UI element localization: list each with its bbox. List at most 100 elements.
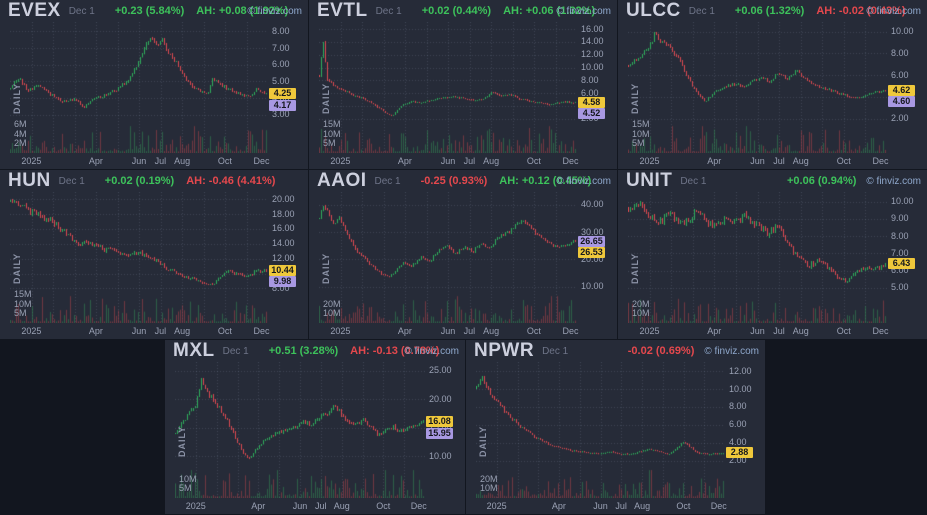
time-label: 2025 bbox=[21, 156, 42, 166]
time-axis-labels: 2025 Apr Jun Jul Aug Oct Dec bbox=[10, 155, 269, 168]
price-tick: 6.00 bbox=[581, 87, 599, 98]
time-label: Aug bbox=[483, 326, 500, 336]
time-label: Jul bbox=[154, 326, 167, 336]
timeframe-label: DAILY bbox=[12, 252, 22, 284]
finviz-link[interactable]: © finviz.com bbox=[556, 175, 611, 187]
time-label: Jun bbox=[131, 326, 147, 336]
price-badge-purple: 4.52 bbox=[578, 108, 605, 120]
price-chart[interactable]: DAILY 15M 10M 5M bbox=[319, 22, 577, 153]
price-badge-purple: 15.95 bbox=[426, 427, 453, 439]
volume-label: 10M bbox=[632, 308, 650, 318]
time-label: Dec bbox=[410, 501, 427, 511]
price-badge-purple: 4.60 bbox=[888, 96, 915, 108]
candlestick-canvas bbox=[319, 192, 577, 323]
price-axis: 20.0018.0016.0014.0012.0010.008.0010.449… bbox=[268, 192, 308, 323]
volume-label: 5M bbox=[179, 483, 192, 493]
time-label: Dec bbox=[253, 326, 270, 336]
timeframe-label: DAILY bbox=[321, 252, 331, 284]
candlestick-canvas bbox=[10, 192, 268, 323]
ticker-symbol[interactable]: HUN bbox=[8, 170, 51, 191]
ticker-symbol[interactable]: ULCC bbox=[626, 0, 681, 21]
price-badge-yellow: 10.44 bbox=[269, 264, 296, 276]
price-badge-yellow: 4.62 bbox=[888, 84, 915, 96]
time-label: Oct bbox=[217, 326, 232, 336]
price-chart[interactable]: DAILY 6M 4M 2M bbox=[10, 22, 268, 153]
chart-header: ULCC Dec 1 +0.06 (1.32%) AH: -0.02 (0.43… bbox=[626, 0, 921, 21]
afterhours-value: AH: -0.02 (0.43%) bbox=[816, 5, 906, 17]
time-label: Aug bbox=[792, 326, 809, 336]
price-tick: 15.00 bbox=[429, 423, 452, 432]
price-chart[interactable]: DAILY 15M 10M 5M bbox=[628, 22, 887, 153]
price-tick: 18.00 bbox=[272, 208, 295, 219]
ticker-symbol[interactable]: UNIT bbox=[626, 170, 673, 191]
price-tick: 10.00 bbox=[729, 383, 752, 394]
time-label: Aug bbox=[333, 501, 350, 511]
time-axis-labels: 2025 Apr Jun Jul Aug Oct Dec bbox=[175, 500, 427, 513]
price-tick: 14.00 bbox=[581, 36, 604, 47]
finviz-link[interactable]: © finviz.com bbox=[404, 345, 459, 357]
price-badge-yellow: 26.53 bbox=[578, 247, 605, 259]
finviz-link[interactable]: © finviz.com bbox=[866, 175, 921, 187]
time-label: Aug bbox=[792, 156, 809, 166]
time-label: Oct bbox=[217, 156, 232, 166]
price-chart[interactable]: DAILY 20M 10M bbox=[628, 192, 887, 323]
price-tick: 8.00 bbox=[272, 282, 290, 293]
price-tick: 10.00 bbox=[891, 26, 914, 37]
timeframe-label: DAILY bbox=[177, 426, 187, 458]
ticker-symbol[interactable]: NPWR bbox=[474, 340, 535, 361]
ticker-symbol[interactable]: AAOI bbox=[317, 170, 367, 191]
change-value: +0.06 (1.32%) bbox=[734, 5, 805, 17]
time-label: Aug bbox=[174, 326, 191, 336]
time-axis-labels: 2025 Apr Jun Jul Aug Oct Dec bbox=[10, 325, 270, 338]
price-chart[interactable]: DAILY 20M 10M bbox=[476, 362, 725, 498]
volume-label: 10M bbox=[480, 483, 498, 493]
time-axis-labels: 2025 Apr Jun Jul Aug Oct Dec bbox=[628, 155, 888, 168]
price-chart[interactable]: DAILY 20M 10M bbox=[319, 192, 577, 323]
finviz-link[interactable]: © finviz.com bbox=[247, 5, 302, 17]
chart-header: MXL Dec 1 +0.51 (3.28%) AH: -0.13 (0.78%… bbox=[173, 340, 459, 361]
finviz-link[interactable]: © finviz.com bbox=[704, 345, 759, 357]
ticker-symbol[interactable]: MXL bbox=[173, 340, 215, 361]
time-label: Jun bbox=[440, 156, 456, 166]
time-label: Jul bbox=[463, 156, 476, 166]
change-group: +0.06 (0.94%) bbox=[726, 175, 856, 187]
timeframe-label: DAILY bbox=[630, 82, 640, 114]
chart-header: HUN Dec 1 +0.02 (0.19%) AH: -0.46 (4.41%… bbox=[8, 170, 302, 191]
price-axis: 12.00 10.00 8.00 6.00 4.00 2.00 2.88 bbox=[725, 362, 765, 498]
volume-label: 10M bbox=[14, 298, 32, 309]
price-badge-yellow: 4.58 bbox=[578, 96, 605, 108]
price-tick: 9.00 bbox=[891, 213, 909, 224]
price-tick: 25.00 bbox=[429, 365, 452, 376]
volume-label: 15M bbox=[323, 119, 341, 129]
time-label: Dec bbox=[562, 156, 579, 166]
price-tick: 16.00 bbox=[272, 223, 295, 234]
chart-header: EVEX Dec 1 +0.23 (5.84%) AH: +0.08 (1.92… bbox=[8, 0, 302, 21]
price-chart[interactable]: DAILY 15M 10M 5M bbox=[10, 192, 268, 323]
time-label: Jul bbox=[463, 326, 476, 336]
price-tick: 6.00 bbox=[891, 69, 909, 80]
time-label: Jul bbox=[154, 156, 167, 166]
price-badge-purple: 9.98 bbox=[269, 276, 296, 288]
timeframe-label: DAILY bbox=[12, 82, 22, 114]
time-label: 2025 bbox=[21, 326, 42, 336]
chart-panel-mxl: MXL Dec 1 +0.51 (3.28%) AH: -0.13 (0.78%… bbox=[165, 340, 465, 514]
ticker-symbol[interactable]: EVEX bbox=[8, 0, 61, 21]
time-label: Oct bbox=[836, 156, 851, 166]
price-tick: 6.00 bbox=[272, 59, 290, 70]
time-label: Oct bbox=[526, 326, 541, 336]
price-chart[interactable]: DAILY 10M 5M bbox=[175, 362, 425, 498]
price-tick: 3.00 bbox=[272, 109, 290, 120]
ticker-symbol[interactable]: EVTL bbox=[317, 0, 368, 21]
chart-panel-npwr: NPWR Dec 1 -0.02 (0.69%) © finviz.com DA… bbox=[466, 340, 765, 514]
finviz-link[interactable]: © finviz.com bbox=[866, 5, 921, 17]
price-tick: 8.00 bbox=[272, 25, 290, 36]
finviz-link[interactable]: © finviz.com bbox=[556, 5, 611, 17]
price-tick: 5.00 bbox=[272, 75, 290, 86]
change-value: +0.02 (0.19%) bbox=[104, 175, 175, 187]
time-label: Jul bbox=[615, 501, 627, 511]
price-axis: 10.00 9.00 8.00 7.00 6.00 5.00 6.43 bbox=[887, 192, 927, 323]
time-label: Jul bbox=[773, 326, 785, 336]
price-tick: 12.00 bbox=[272, 253, 295, 264]
price-tick: 10.00 bbox=[429, 450, 452, 461]
time-label: Jun bbox=[292, 501, 308, 511]
